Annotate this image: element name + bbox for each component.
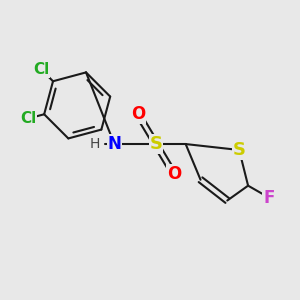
Text: S: S <box>233 141 246 159</box>
Text: F: F <box>263 189 275 207</box>
Text: O: O <box>167 165 181 183</box>
Text: H: H <box>90 137 100 151</box>
Text: Cl: Cl <box>20 111 37 126</box>
Text: Cl: Cl <box>33 62 50 77</box>
Text: S: S <box>149 135 162 153</box>
Text: N: N <box>107 135 121 153</box>
Text: O: O <box>131 105 145 123</box>
